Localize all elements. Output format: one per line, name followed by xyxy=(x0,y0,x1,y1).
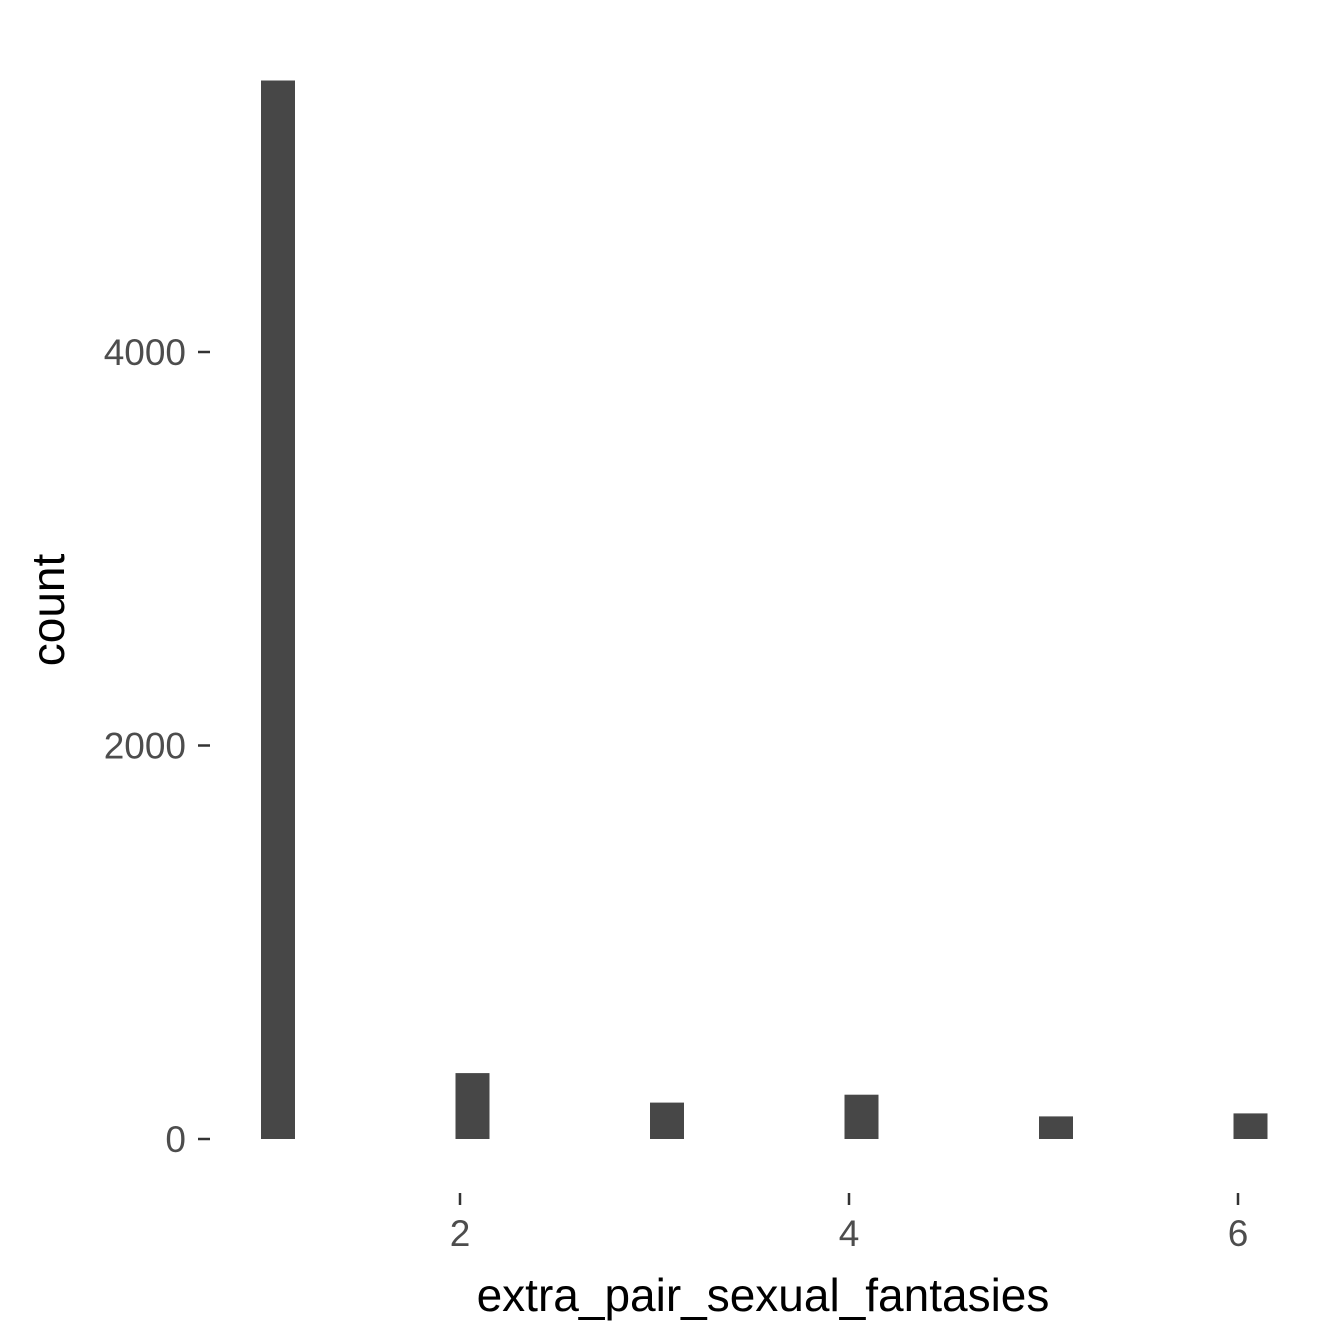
histogram-bar-6 xyxy=(1233,1113,1268,1139)
histogram-bar-1 xyxy=(261,80,295,1139)
x-axis-title: extra_pair_sexual_fantasies xyxy=(477,1269,1050,1321)
x-axis: 2 4 6 xyxy=(450,1193,1249,1254)
x-tick-label-6: 6 xyxy=(1228,1213,1249,1254)
bars-group xyxy=(261,80,1268,1139)
x-tick-label-2: 2 xyxy=(450,1213,471,1254)
histogram-bar-4 xyxy=(844,1094,879,1139)
y-axis-title: count xyxy=(22,554,74,667)
y-tick-label-2000: 2000 xyxy=(104,726,186,767)
y-axis: 0 2000 4000 xyxy=(104,332,210,1160)
y-tick-label-4000: 4000 xyxy=(104,332,186,373)
histogram-bar-2 xyxy=(455,1073,490,1139)
histogram-bar-5 xyxy=(1039,1116,1073,1139)
histogram-bar-3 xyxy=(650,1102,684,1139)
y-tick-label-0: 0 xyxy=(165,1119,186,1160)
x-tick-label-4: 4 xyxy=(839,1213,860,1254)
